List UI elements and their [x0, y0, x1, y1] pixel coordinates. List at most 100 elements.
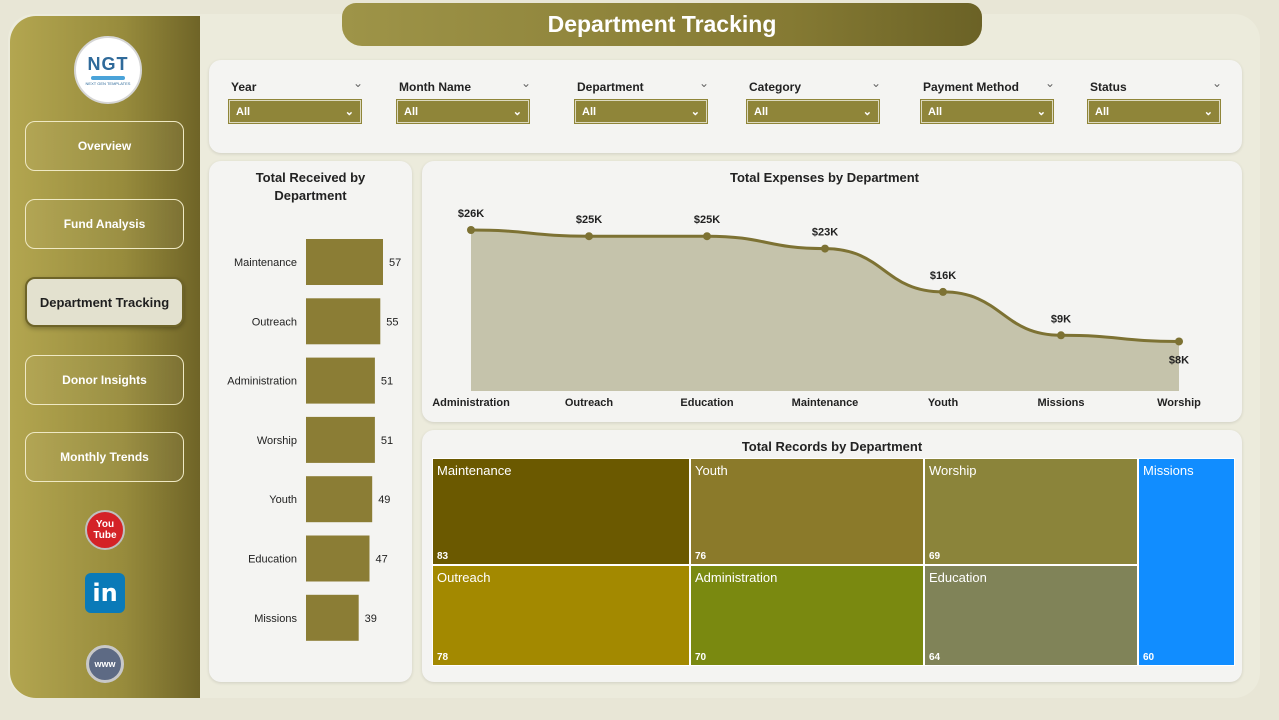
linkedin-text: in: [85, 573, 125, 613]
treemap-cell-value: 83: [437, 551, 449, 562]
ngt-logo: NGT NEXT GEN TEMPLATES: [74, 36, 142, 104]
filter-label: Year: [231, 80, 257, 94]
logo-subtitle: NEXT GEN TEMPLATES: [85, 81, 131, 86]
chevron-down-icon[interactable]: ⌄: [1044, 76, 1055, 90]
expenses-category-label: Maintenance: [792, 397, 859, 409]
chevron-down-icon[interactable]: ⌄: [870, 76, 881, 90]
linkedin-icon[interactable]: in: [85, 573, 125, 613]
treemap-cell-label: Youth: [695, 463, 728, 478]
nav-label: Monthly Trends: [60, 450, 149, 464]
filter-label: Month Name: [399, 80, 471, 94]
received-by-department-card: Total Received by Department Maintenance…: [209, 161, 412, 682]
dropdown-value: All: [236, 105, 251, 118]
page-title-bar: Department Tracking: [342, 3, 982, 46]
status-dropdown[interactable]: All ⌄: [1087, 99, 1221, 124]
bar-outreach: [306, 298, 381, 345]
expenses-category-label: Outreach: [565, 397, 614, 409]
bar-category-label: Outreach: [252, 316, 297, 328]
bar-value-label: 51: [381, 376, 393, 388]
treemap-cell-label: Education: [929, 570, 987, 585]
bar-category-label: Youth: [269, 494, 297, 506]
nav-label: Overview: [77, 139, 132, 153]
expenses-point: [703, 232, 711, 241]
expenses-point: [585, 232, 593, 241]
website-globe-icon[interactable]: www: [85, 644, 125, 684]
treemap-cell-label: Missions: [1143, 463, 1194, 478]
nav-label: Fund Analysis: [63, 217, 146, 231]
expenses-category-label: Missions: [1037, 397, 1084, 409]
expenses-data-label: $23K: [812, 227, 838, 239]
chevron-down-icon[interactable]: ⌄: [352, 76, 363, 90]
nav-overview-button[interactable]: Overview: [25, 121, 184, 171]
expenses-data-label: $9K: [1051, 313, 1071, 325]
year-dropdown[interactable]: All ⌄: [228, 99, 362, 124]
treemap-cell-value: 60: [1143, 652, 1155, 663]
treemap-cell-value: 78: [437, 652, 449, 663]
bar-youth: [306, 476, 373, 523]
youtube-text-bottom: Tube: [93, 530, 117, 541]
bar-value-label: 39: [365, 613, 377, 625]
chevron-down-icon: ⌄: [862, 106, 872, 118]
nav-department-tracking-button[interactable]: Department Tracking: [25, 277, 184, 327]
records-chart-title: Total Records by Department: [741, 439, 923, 454]
filter-label: Status: [1090, 80, 1127, 94]
expenses-data-label: $16K: [930, 270, 956, 282]
nav-donor-insights-button[interactable]: Donor Insights: [25, 355, 184, 405]
website-text: www: [86, 645, 124, 683]
expenses-category-label: Youth: [928, 397, 959, 409]
payment-method-dropdown[interactable]: All ⌄: [920, 99, 1054, 124]
treemap-cell-value: 69: [929, 551, 941, 562]
expenses-category-label: Administration: [432, 397, 510, 409]
category-dropdown[interactable]: All ⌄: [746, 99, 880, 124]
chevron-down-icon: ⌄: [1036, 106, 1046, 118]
chevron-down-icon[interactable]: ⌄: [698, 76, 709, 90]
nav-fund-analysis-button[interactable]: Fund Analysis: [25, 199, 184, 249]
chevron-down-icon: ⌄: [1203, 106, 1213, 118]
page-title: Department Tracking: [547, 11, 777, 37]
expenses-category-label: Education: [680, 397, 733, 409]
bar-value-label: 57: [389, 257, 401, 269]
chevron-down-icon: ⌄: [512, 106, 522, 118]
month-name-dropdown[interactable]: All ⌄: [396, 99, 530, 124]
expenses-chart-title: Total Expenses by Department: [729, 170, 920, 185]
bar-category-label: Worship: [257, 435, 297, 447]
department-dropdown[interactable]: All ⌄: [574, 99, 708, 124]
expenses-area-fill: [471, 230, 1179, 391]
dropdown-value: All: [754, 105, 769, 118]
sidebar: NGT NEXT GEN TEMPLATES: [10, 16, 200, 698]
treemap-cell-worship[interactable]: Worship 69: [924, 458, 1138, 565]
treemap-cell-value: 70: [695, 652, 707, 663]
expenses-point: [1175, 337, 1183, 346]
expenses-point: [939, 287, 947, 296]
logo-swoosh: [91, 76, 125, 80]
bar-education: [306, 535, 370, 582]
treemap-cell-outreach[interactable]: Outreach 78: [432, 565, 690, 666]
received-bar-chart: Maintenance 57 Outreach 55 Administration 51 W…: [227, 239, 401, 641]
expenses-data-label: $25K: [694, 214, 720, 226]
treemap-cell-youth[interactable]: Youth 76: [690, 458, 924, 565]
chevron-down-icon: ⌄: [690, 106, 700, 118]
chevron-down-icon[interactable]: ⌄: [1211, 76, 1222, 90]
youtube-text-top: You: [95, 519, 115, 530]
bar-value-label: 55: [386, 316, 398, 328]
bar-category-label: Education: [248, 554, 297, 566]
expenses-point: [1057, 331, 1065, 340]
treemap-cell-label: Worship: [929, 463, 977, 478]
expenses-point: [467, 226, 475, 234]
treemap-cell-missions[interactable]: Missions 60: [1138, 458, 1235, 666]
expenses-data-label: $26K: [458, 208, 484, 220]
bar-missions: [306, 594, 359, 641]
expenses-data-label: $8K: [1169, 354, 1189, 366]
chevron-down-icon[interactable]: ⌄: [520, 76, 531, 90]
treemap-cell-value: 76: [695, 551, 707, 562]
nav-monthly-trends-button[interactable]: Monthly Trends: [25, 432, 184, 482]
treemap-cell-maintenance[interactable]: Maintenance 83: [432, 458, 690, 565]
bar-administration: [306, 357, 375, 404]
expenses-by-department-card: Total Expenses by Department $26K Adminis…: [422, 161, 1242, 422]
expenses-category-label: Worship: [1157, 397, 1201, 409]
nav-label: Department Tracking: [39, 294, 170, 310]
treemap-cell-administration[interactable]: Administration 70: [690, 565, 924, 666]
treemap-cell-education[interactable]: Education 64: [924, 565, 1138, 666]
expenses-data-label: $25K: [576, 214, 602, 226]
youtube-icon[interactable]: You Tube: [85, 510, 125, 550]
